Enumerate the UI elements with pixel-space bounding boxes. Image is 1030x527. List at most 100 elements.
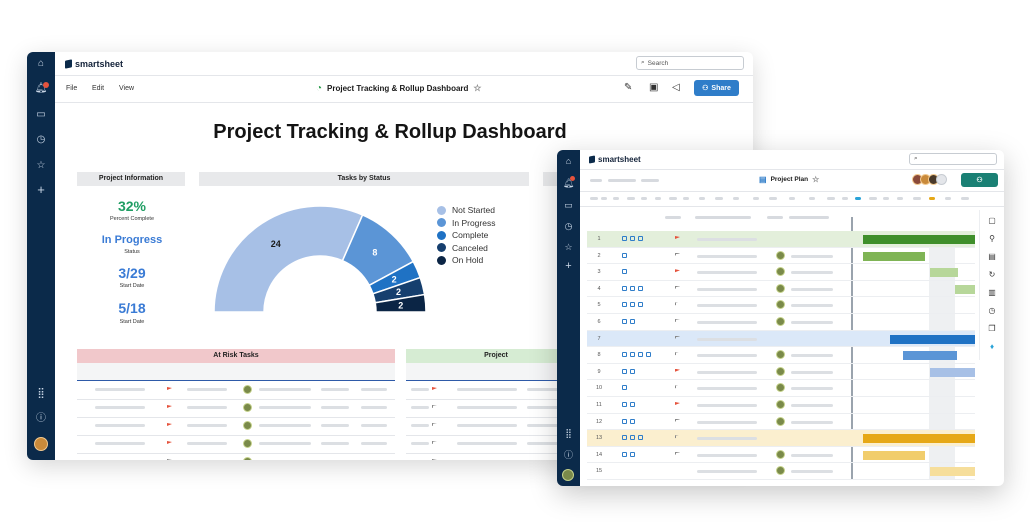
gantt-bar[interactable] (863, 434, 975, 444)
toolbar-button[interactable] (627, 197, 635, 200)
comment-icon[interactable] (638, 302, 643, 308)
comment-icon[interactable] (630, 352, 635, 358)
comment-icon[interactable] (646, 352, 651, 358)
announce-icon[interactable]: ◁ (672, 82, 680, 93)
attachment-icon[interactable] (622, 352, 627, 358)
gantt-bar[interactable] (889, 334, 975, 344)
flag-icon[interactable] (675, 285, 680, 289)
comment-icon[interactable] (638, 352, 643, 358)
comment-icon[interactable] (630, 451, 635, 457)
grid-row[interactable] (587, 463, 975, 480)
home-icon[interactable]: ⌂ (37, 58, 45, 69)
grid-gantt-divider[interactable] (851, 217, 853, 480)
comment-icon[interactable] (630, 418, 635, 424)
attachment-icon[interactable] (622, 368, 627, 374)
apps-grid-icon[interactable]: ⣿ (565, 428, 572, 438)
gantt-bar[interactable] (903, 351, 958, 361)
toolbar-button[interactable] (601, 197, 607, 200)
notifications-icon[interactable]: 🔔︎ (34, 83, 48, 94)
flag-icon[interactable] (675, 335, 680, 339)
toolbar-button[interactable] (613, 197, 619, 200)
home-icon[interactable]: ⌂ (565, 156, 572, 166)
toolbar-button[interactable] (641, 197, 647, 200)
flag-icon[interactable] (675, 451, 680, 455)
menu-placeholder[interactable] (590, 179, 602, 182)
grid-row[interactable] (587, 380, 975, 397)
flag-icon[interactable] (675, 402, 680, 405)
toolbar-button[interactable] (789, 197, 795, 200)
attachment-icon[interactable] (622, 451, 627, 457)
edit-pencil-icon[interactable]: ✎ (624, 82, 633, 93)
toolbar-button[interactable] (869, 197, 877, 200)
history-icon[interactable]: ◷ (988, 306, 996, 315)
insights-icon[interactable]: ♦ (989, 342, 995, 351)
flag-icon[interactable] (675, 319, 680, 322)
recents-icon[interactable]: ◷ (564, 221, 573, 231)
grid-row[interactable] (587, 397, 975, 414)
attachment-icon[interactable] (622, 302, 627, 308)
toolbar-button[interactable] (855, 197, 861, 200)
toolbar-button[interactable] (683, 197, 689, 200)
help-icon[interactable]: ⓘ (563, 450, 573, 460)
attachment-icon[interactable] (622, 252, 627, 258)
attachment-icon[interactable] (622, 418, 627, 424)
toolbar-button[interactable] (699, 197, 705, 200)
create-icon[interactable]: + (37, 182, 45, 197)
flag-icon[interactable] (675, 385, 680, 389)
folder-icon[interactable]: ▭ (36, 109, 46, 120)
toolbar-button[interactable] (769, 197, 777, 200)
attachment-icon[interactable] (622, 269, 627, 275)
comment-icon[interactable] (630, 302, 635, 308)
activity-icon[interactable]: ↻ (988, 270, 996, 279)
menu-placeholder[interactable] (608, 179, 636, 182)
toolbar-button[interactable] (655, 197, 661, 200)
comment-icon[interactable] (630, 319, 635, 324)
brand-logo[interactable]: smartsheet (65, 59, 123, 69)
gantt-bar[interactable] (930, 467, 975, 477)
folder-icon[interactable]: ▭ (564, 200, 573, 210)
comment-icon[interactable] (630, 402, 635, 407)
attachment-icon[interactable] (622, 385, 627, 391)
toolbar-button[interactable] (883, 197, 889, 200)
plan-brand-logo[interactable]: smartsheet (589, 155, 641, 164)
user-avatar[interactable] (562, 468, 574, 486)
recents-icon[interactable]: ◷ (36, 134, 46, 145)
toolbar-button[interactable] (827, 197, 835, 200)
grid-row[interactable] (587, 314, 975, 331)
toolbar-button[interactable] (669, 197, 677, 200)
gantt-bar[interactable] (863, 251, 925, 261)
flag-icon[interactable] (675, 368, 680, 372)
flag-icon[interactable] (675, 302, 680, 306)
plan-search-input[interactable]: ⌕ (909, 153, 997, 165)
toolbar-button[interactable] (715, 197, 723, 200)
favorite-star-icon[interactable]: ☆ (473, 83, 482, 93)
toolbar-button[interactable] (945, 197, 951, 200)
flag-icon[interactable] (675, 418, 680, 422)
comment-icon[interactable] (638, 236, 643, 241)
flag-icon[interactable] (675, 435, 680, 439)
column-header-placeholder[interactable] (767, 216, 783, 219)
toolbar-button[interactable] (913, 197, 921, 200)
menu-file[interactable]: File (66, 85, 78, 92)
attachment-icon[interactable] (622, 402, 627, 407)
flag-icon[interactable] (675, 252, 680, 256)
toolbar-button[interactable] (961, 197, 969, 200)
comment-icon[interactable] (630, 368, 635, 374)
menu-placeholder[interactable] (641, 179, 659, 182)
grid-row[interactable] (587, 281, 975, 298)
gantt-bar[interactable] (863, 235, 975, 244)
menu-view[interactable]: View (119, 85, 135, 92)
toolbar-button[interactable] (842, 197, 848, 200)
flag-icon[interactable] (675, 236, 680, 239)
grid-row[interactable] (587, 447, 975, 464)
grid-row[interactable] (587, 414, 975, 431)
apps-grid-icon[interactable]: ⣿ (37, 388, 45, 399)
plan-share-button[interactable]: ⚇ (961, 173, 998, 187)
user-avatar[interactable] (34, 437, 48, 456)
search-input[interactable]: ⌕ Search (636, 56, 744, 70)
toolbar-button[interactable] (897, 197, 903, 200)
attachment-icon[interactable] (622, 236, 627, 241)
toolbar-button[interactable] (733, 197, 739, 200)
menu-edit[interactable]: Edit (92, 85, 105, 92)
gantt-bar[interactable] (863, 450, 925, 460)
